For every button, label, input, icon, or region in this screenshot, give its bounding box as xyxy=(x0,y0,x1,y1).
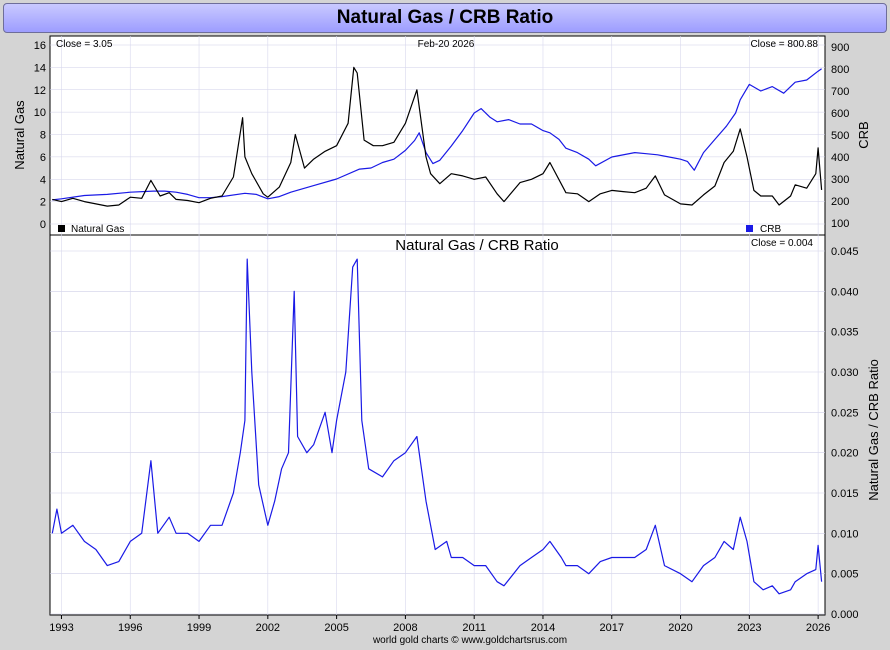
ratio-line xyxy=(51,258,823,595)
natgas-line xyxy=(52,66,823,207)
y-tick-crb: 300 xyxy=(831,174,849,186)
y-tick-ratio: 0.020 xyxy=(831,448,859,460)
tick-labels: 0 2 4 6 8 10 12 14 16 100 200 300 400 500 600 700 800 900… xyxy=(34,40,859,634)
top-plot-area xyxy=(49,35,826,236)
legend-swatch-crb xyxy=(746,225,753,232)
x-tick-year: 2017 xyxy=(600,622,624,634)
legend-label-natgas: Natural Gas xyxy=(71,224,124,235)
y-tick-crb: 700 xyxy=(831,86,849,98)
date-label: Feb-20 2026 xyxy=(418,39,475,50)
y-tick-crb: 500 xyxy=(831,130,849,142)
y-tick-crb: 600 xyxy=(831,108,849,120)
natgas-close-label: Close = 3.05 xyxy=(56,39,113,50)
y-tick-crb: 800 xyxy=(831,64,849,76)
y-tick-natgas: 8 xyxy=(40,130,46,142)
y-tick-natgas: 4 xyxy=(40,174,46,186)
y-tick-natgas: 6 xyxy=(40,152,46,164)
y-tick-ratio: 0.000 xyxy=(831,609,859,621)
ratio-panel-title: Natural Gas / CRB Ratio xyxy=(395,237,558,254)
legend-swatch-natgas xyxy=(58,225,65,232)
x-tick-year: 1993 xyxy=(49,622,73,634)
y-tick-crb: 900 xyxy=(831,42,849,54)
y-tick-natgas: 10 xyxy=(34,107,46,119)
y-tick-crb: 100 xyxy=(831,218,849,230)
footer-credit: world gold charts © www.goldchartsrus.co… xyxy=(372,635,567,646)
x-tick-year: 2014 xyxy=(531,622,555,634)
y-tick-ratio: 0.045 xyxy=(831,246,859,258)
y-tick-crb: 200 xyxy=(831,196,849,208)
bottom-plot-area xyxy=(49,234,826,616)
ratio-close-label: Close = 0.004 xyxy=(751,238,813,249)
y-tick-natgas: 2 xyxy=(40,197,46,209)
x-tick-year: 2002 xyxy=(256,622,280,634)
x-tick-year: 2026 xyxy=(806,622,830,634)
series-lines xyxy=(51,66,823,595)
y-tick-natgas: 14 xyxy=(34,62,46,74)
title-bar: Natural Gas / CRB Ratio xyxy=(3,3,887,33)
y-tick-ratio: 0.035 xyxy=(831,327,859,339)
ratio-axis-title: Natural Gas / CRB Ratio xyxy=(866,359,881,501)
gridlines xyxy=(50,36,825,619)
natgas-axis-title: Natural Gas xyxy=(12,100,27,170)
y-tick-ratio: 0.040 xyxy=(831,286,859,298)
x-tick-year: 2020 xyxy=(668,622,692,634)
y-tick-crb: 400 xyxy=(831,152,849,164)
y-tick-natgas: 12 xyxy=(34,85,46,97)
x-tick-year: 1999 xyxy=(187,622,211,634)
chart-title: Natural Gas / CRB Ratio xyxy=(336,7,554,28)
y-tick-ratio: 0.005 xyxy=(831,569,859,581)
crb-close-label: Close = 800.88 xyxy=(750,39,818,50)
y-tick-ratio: 0.030 xyxy=(831,367,859,379)
x-tick-year: 2011 xyxy=(462,622,486,634)
y-tick-natgas: 0 xyxy=(40,219,46,231)
x-tick-year: 1996 xyxy=(118,622,142,634)
x-tick-year: 2023 xyxy=(737,622,761,634)
y-tick-ratio: 0.010 xyxy=(831,528,859,540)
crb-axis-title: CRB xyxy=(856,121,871,148)
x-tick-year: 2008 xyxy=(393,622,417,634)
y-tick-ratio: 0.015 xyxy=(831,488,859,500)
y-tick-ratio: 0.025 xyxy=(831,407,859,419)
y-tick-natgas: 16 xyxy=(34,40,46,52)
legend-label-crb: CRB xyxy=(760,224,781,235)
x-tick-year: 2005 xyxy=(324,622,348,634)
